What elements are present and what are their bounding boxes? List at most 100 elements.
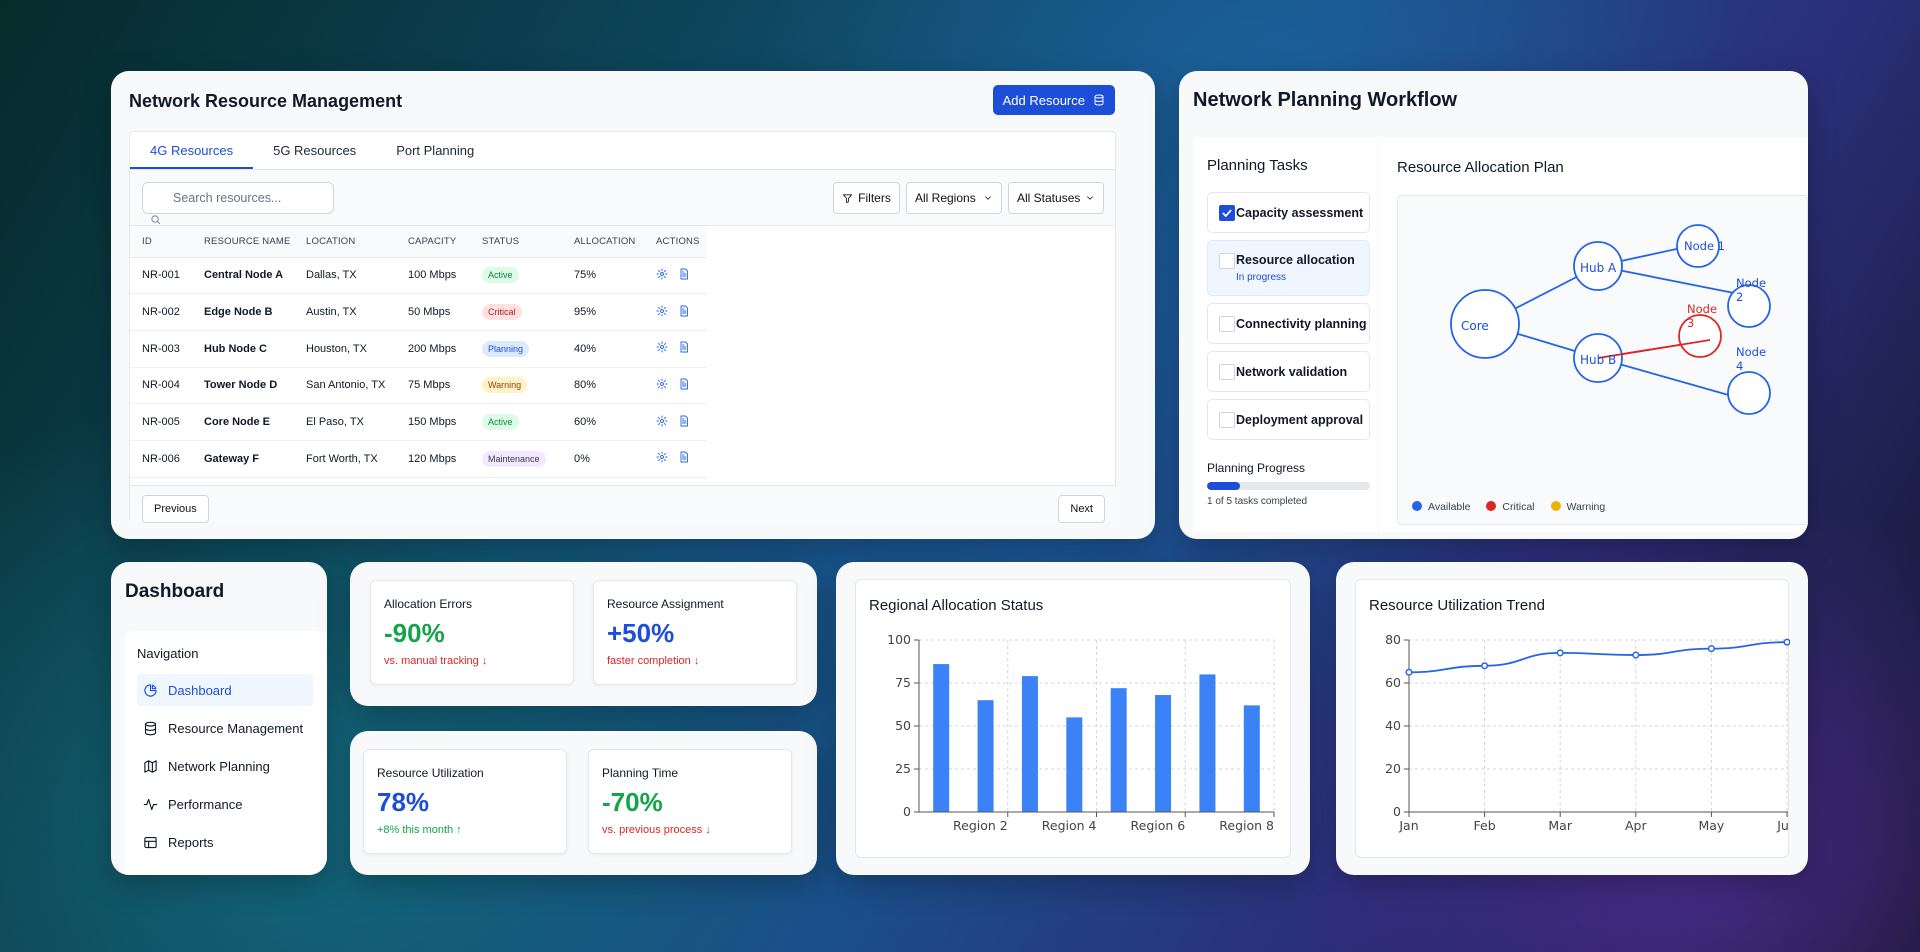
task-deployment-approval[interactable]: Deployment approval — [1207, 399, 1370, 440]
graph-legend: Available Critical Warning — [1412, 501, 1605, 513]
document-icon[interactable] — [678, 341, 690, 353]
x-tick-label: Region 4 — [1042, 818, 1097, 833]
bar[interactable] — [1066, 717, 1083, 812]
table-row[interactable]: NR-001 Central Node A Dallas, TX 100 Mbps Ac… — [130, 257, 707, 295]
add-resource-button[interactable]: Add Resource — [992, 85, 1115, 115]
document-icon[interactable] — [678, 268, 690, 280]
settings-icon[interactable] — [656, 415, 668, 427]
nav-item-performance[interactable]: Performance — [137, 788, 313, 820]
column-header-capacity[interactable]: CAPACITY — [396, 227, 470, 258]
map-icon — [144, 759, 157, 773]
data-point[interactable] — [1632, 651, 1640, 659]
document-icon[interactable] — [678, 415, 690, 427]
cell-location: Austin, TX — [294, 293, 396, 331]
bar[interactable] — [933, 664, 950, 812]
tab-4g-resources[interactable]: 4G Resources — [130, 132, 254, 169]
data-point[interactable] — [1405, 668, 1413, 676]
planning-tasks-heading: Planning Tasks — [1207, 157, 1308, 174]
task-checkbox[interactable] — [1219, 253, 1235, 269]
data-point[interactable] — [1707, 645, 1715, 653]
bar[interactable] — [1199, 674, 1216, 812]
data-point[interactable] — [1481, 662, 1489, 670]
task-connectivity-planning[interactable]: Connectivity planning — [1207, 303, 1370, 344]
region-select[interactable]: All Regions — [906, 182, 1002, 214]
bar[interactable] — [977, 700, 994, 812]
table-row[interactable]: NR-005 Core Node E El Paso, TX 150 Mbps Acti… — [130, 403, 707, 441]
column-header-status[interactable]: STATUS — [470, 227, 562, 258]
cell-allocation: 60% — [562, 403, 644, 441]
tab-5g-resources[interactable]: 5G Resources — [273, 143, 357, 158]
utilization-trend-card: 0 20 40 60 80 Jan Feb Mar Apr May Jun Resource Uti… — [1336, 562, 1808, 875]
legend-warning: Warning — [1550, 501, 1605, 513]
filters-button[interactable]: Filters — [833, 182, 900, 214]
document-icon[interactable] — [678, 305, 690, 317]
column-header-allocation[interactable]: ALLOCATION — [562, 227, 644, 258]
previous-button[interactable]: Previous — [142, 495, 209, 523]
node-1[interactable] — [1676, 224, 1720, 268]
search-input[interactable] — [142, 182, 334, 214]
bar[interactable] — [1243, 705, 1260, 812]
document-icon[interactable] — [678, 378, 690, 390]
bar[interactable] — [1021, 676, 1038, 812]
task-checkbox[interactable] — [1219, 316, 1235, 332]
filter-icon — [843, 193, 853, 203]
table-row[interactable]: NR-002 Edge Node B Austin, TX 50 Mbps Critic… — [130, 293, 707, 331]
settings-icon[interactable] — [656, 305, 668, 317]
bar[interactable] — [1110, 688, 1127, 812]
y-tick-label: 100 — [887, 632, 911, 647]
metric-label: Resource Utilization — [377, 766, 484, 780]
cell-capacity: 100 Mbps — [396, 257, 470, 295]
node-4[interactable] — [1727, 371, 1771, 415]
node-hub-a[interactable] — [1573, 241, 1623, 291]
settings-icon[interactable] — [656, 268, 668, 280]
metric-note: faster completion ↓ — [607, 655, 700, 667]
cell-capacity: 200 Mbps — [396, 330, 470, 368]
task-label: Resource allocation — [1236, 253, 1355, 267]
column-header-id[interactable]: ID — [130, 227, 192, 258]
cell-id: NR-003 — [130, 330, 192, 368]
nav-item-network-planning[interactable]: Network Planning — [137, 750, 313, 782]
document-icon[interactable] — [678, 451, 690, 463]
cell-location: San Antonio, TX — [294, 367, 396, 405]
table-row[interactable]: NR-003 Hub Node C Houston, TX 200 Mbps Plann… — [130, 330, 707, 368]
cell-capacity: 150 Mbps — [396, 403, 470, 441]
bar[interactable] — [1155, 695, 1172, 812]
task-checkbox[interactable] — [1219, 205, 1235, 221]
table-row[interactable]: NR-004 Tower Node D San Antonio, TX 75 Mbps… — [130, 367, 707, 405]
task-capacity-assessment[interactable]: Capacity assessment — [1207, 192, 1370, 233]
node-2[interactable] — [1727, 284, 1771, 328]
status-select[interactable]: All Statuses — [1008, 182, 1104, 214]
task-checkbox[interactable] — [1219, 412, 1235, 428]
x-tick-label: Jun — [1776, 818, 1790, 833]
settings-icon[interactable] — [656, 378, 668, 390]
settings-icon[interactable] — [656, 341, 668, 353]
regional-allocation-chart: 0 25 50 75 100 Region 2 Region 4 Region 6 Region… — [855, 579, 1291, 858]
column-header-location[interactable]: LOCATION — [294, 227, 396, 258]
tab-port-planning[interactable]: Port Planning — [396, 143, 475, 158]
next-button[interactable]: Next — [1058, 495, 1105, 523]
nav-item-reports[interactable]: Reports — [137, 826, 313, 858]
edge-hub-b-node3-overlay — [1597, 339, 1711, 359]
regional-allocation-card: 0 25 50 75 100 Region 2 Region 4 Region 6 Region… — [836, 562, 1310, 875]
nav-item-dashboard[interactable]: Dashboard — [137, 674, 313, 706]
task-network-validation[interactable]: Network validation — [1207, 351, 1370, 392]
status-badge: Warning — [482, 377, 528, 394]
region-select-value: All Regions — [915, 191, 976, 205]
column-header-resource-name[interactable]: RESOURCE NAME — [192, 227, 294, 258]
node-core[interactable] — [1450, 289, 1520, 359]
nav-item-resource-management[interactable]: Resource Management — [137, 712, 313, 744]
node-3[interactable] — [1678, 314, 1722, 358]
table-row[interactable]: NR-006 Gateway F Fort Worth, TX 120 Mbps Mai… — [130, 440, 707, 478]
data-point[interactable] — [1783, 638, 1790, 646]
task-checkbox[interactable] — [1219, 364, 1235, 380]
x-tick-label: Region 2 — [953, 818, 1008, 833]
metric-value: 78% — [377, 787, 430, 817]
x-tick-label: Region 6 — [1131, 818, 1186, 833]
settings-icon[interactable] — [656, 451, 668, 463]
add-resource-label: Add Resource — [1002, 92, 1085, 108]
pagination: Previous Next — [130, 485, 1117, 523]
cell-resource-name: Tower Node D — [192, 367, 294, 405]
task-resource-allocation[interactable]: Resource allocation In progress — [1207, 240, 1370, 296]
utilization-trend-chart: 0 20 40 60 80 Jan Feb Mar Apr May Jun Resource Uti… — [1355, 579, 1790, 858]
data-point[interactable] — [1556, 649, 1564, 657]
